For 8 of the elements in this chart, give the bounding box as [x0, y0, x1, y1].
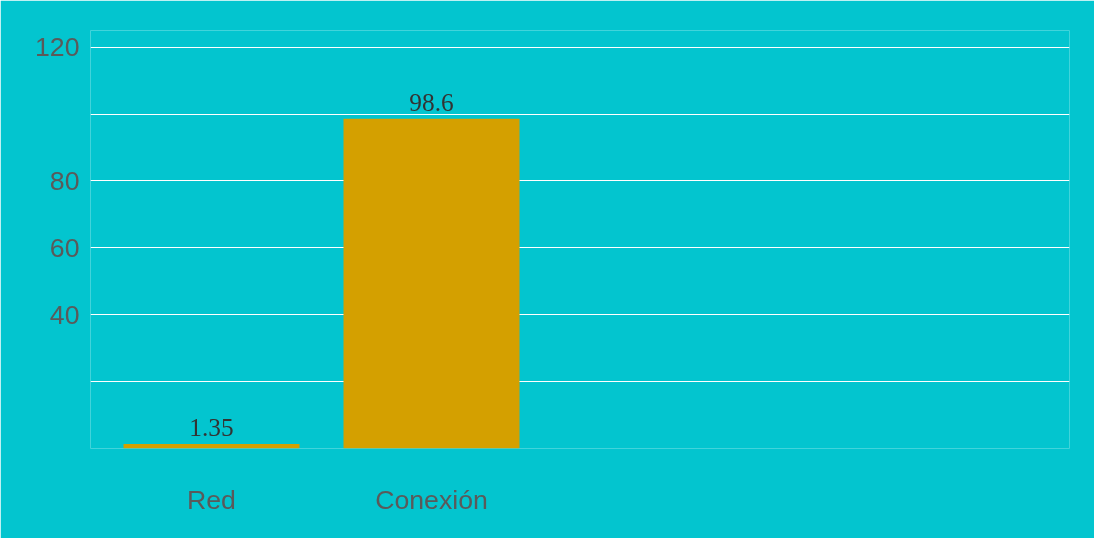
y-tick-label: 40	[49, 299, 80, 330]
x-tick-label: Conexión	[375, 484, 488, 515]
x-tick-label: Red	[187, 484, 236, 515]
data-label: 1.35	[189, 412, 234, 441]
y-tick-label: 120	[35, 32, 80, 63]
y-tick-label: 80	[49, 165, 80, 196]
data-label: 98.6	[409, 87, 454, 116]
y-tick-label: 60	[49, 232, 80, 263]
